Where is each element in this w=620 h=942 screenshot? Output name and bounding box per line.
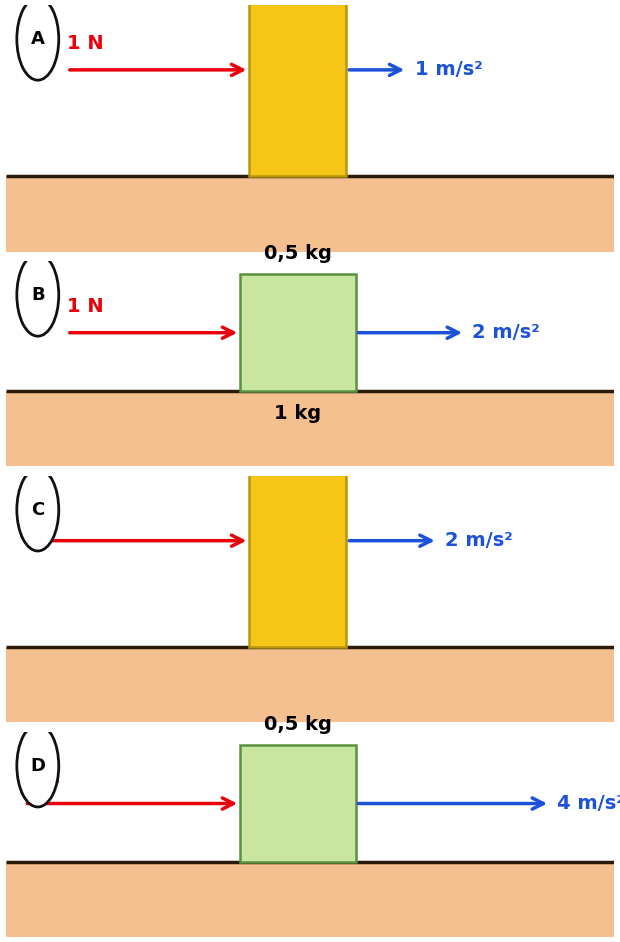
Text: 1 N: 1 N: [67, 35, 104, 54]
Text: 0,5 kg: 0,5 kg: [264, 715, 332, 734]
Text: 4 m/s²: 4 m/s²: [557, 794, 620, 813]
Bar: [6, 176, 614, 252]
Ellipse shape: [17, 0, 59, 80]
Text: 0,5 kg: 0,5 kg: [264, 244, 332, 264]
Bar: [6, 862, 614, 937]
Text: 1 kg: 1 kg: [274, 404, 321, 423]
Bar: [6, 391, 614, 466]
Ellipse shape: [17, 253, 59, 336]
Bar: [249, 0, 347, 176]
Bar: [6, 647, 614, 723]
Text: 2 N: 2 N: [24, 768, 61, 788]
Ellipse shape: [17, 469, 59, 551]
Text: 2 m/s²: 2 m/s²: [445, 531, 513, 550]
Text: 2 m/s²: 2 m/s²: [472, 323, 540, 342]
Bar: [249, 434, 347, 647]
Ellipse shape: [17, 724, 59, 807]
Bar: [240, 274, 355, 391]
Text: B: B: [31, 286, 45, 304]
Text: 1 N: 1 N: [67, 298, 104, 317]
Text: A: A: [31, 30, 45, 48]
Bar: [240, 745, 355, 862]
Text: 2 N: 2 N: [24, 505, 61, 525]
Text: C: C: [31, 501, 45, 519]
Text: 1 m/s²: 1 m/s²: [415, 60, 482, 79]
Text: D: D: [30, 756, 45, 775]
